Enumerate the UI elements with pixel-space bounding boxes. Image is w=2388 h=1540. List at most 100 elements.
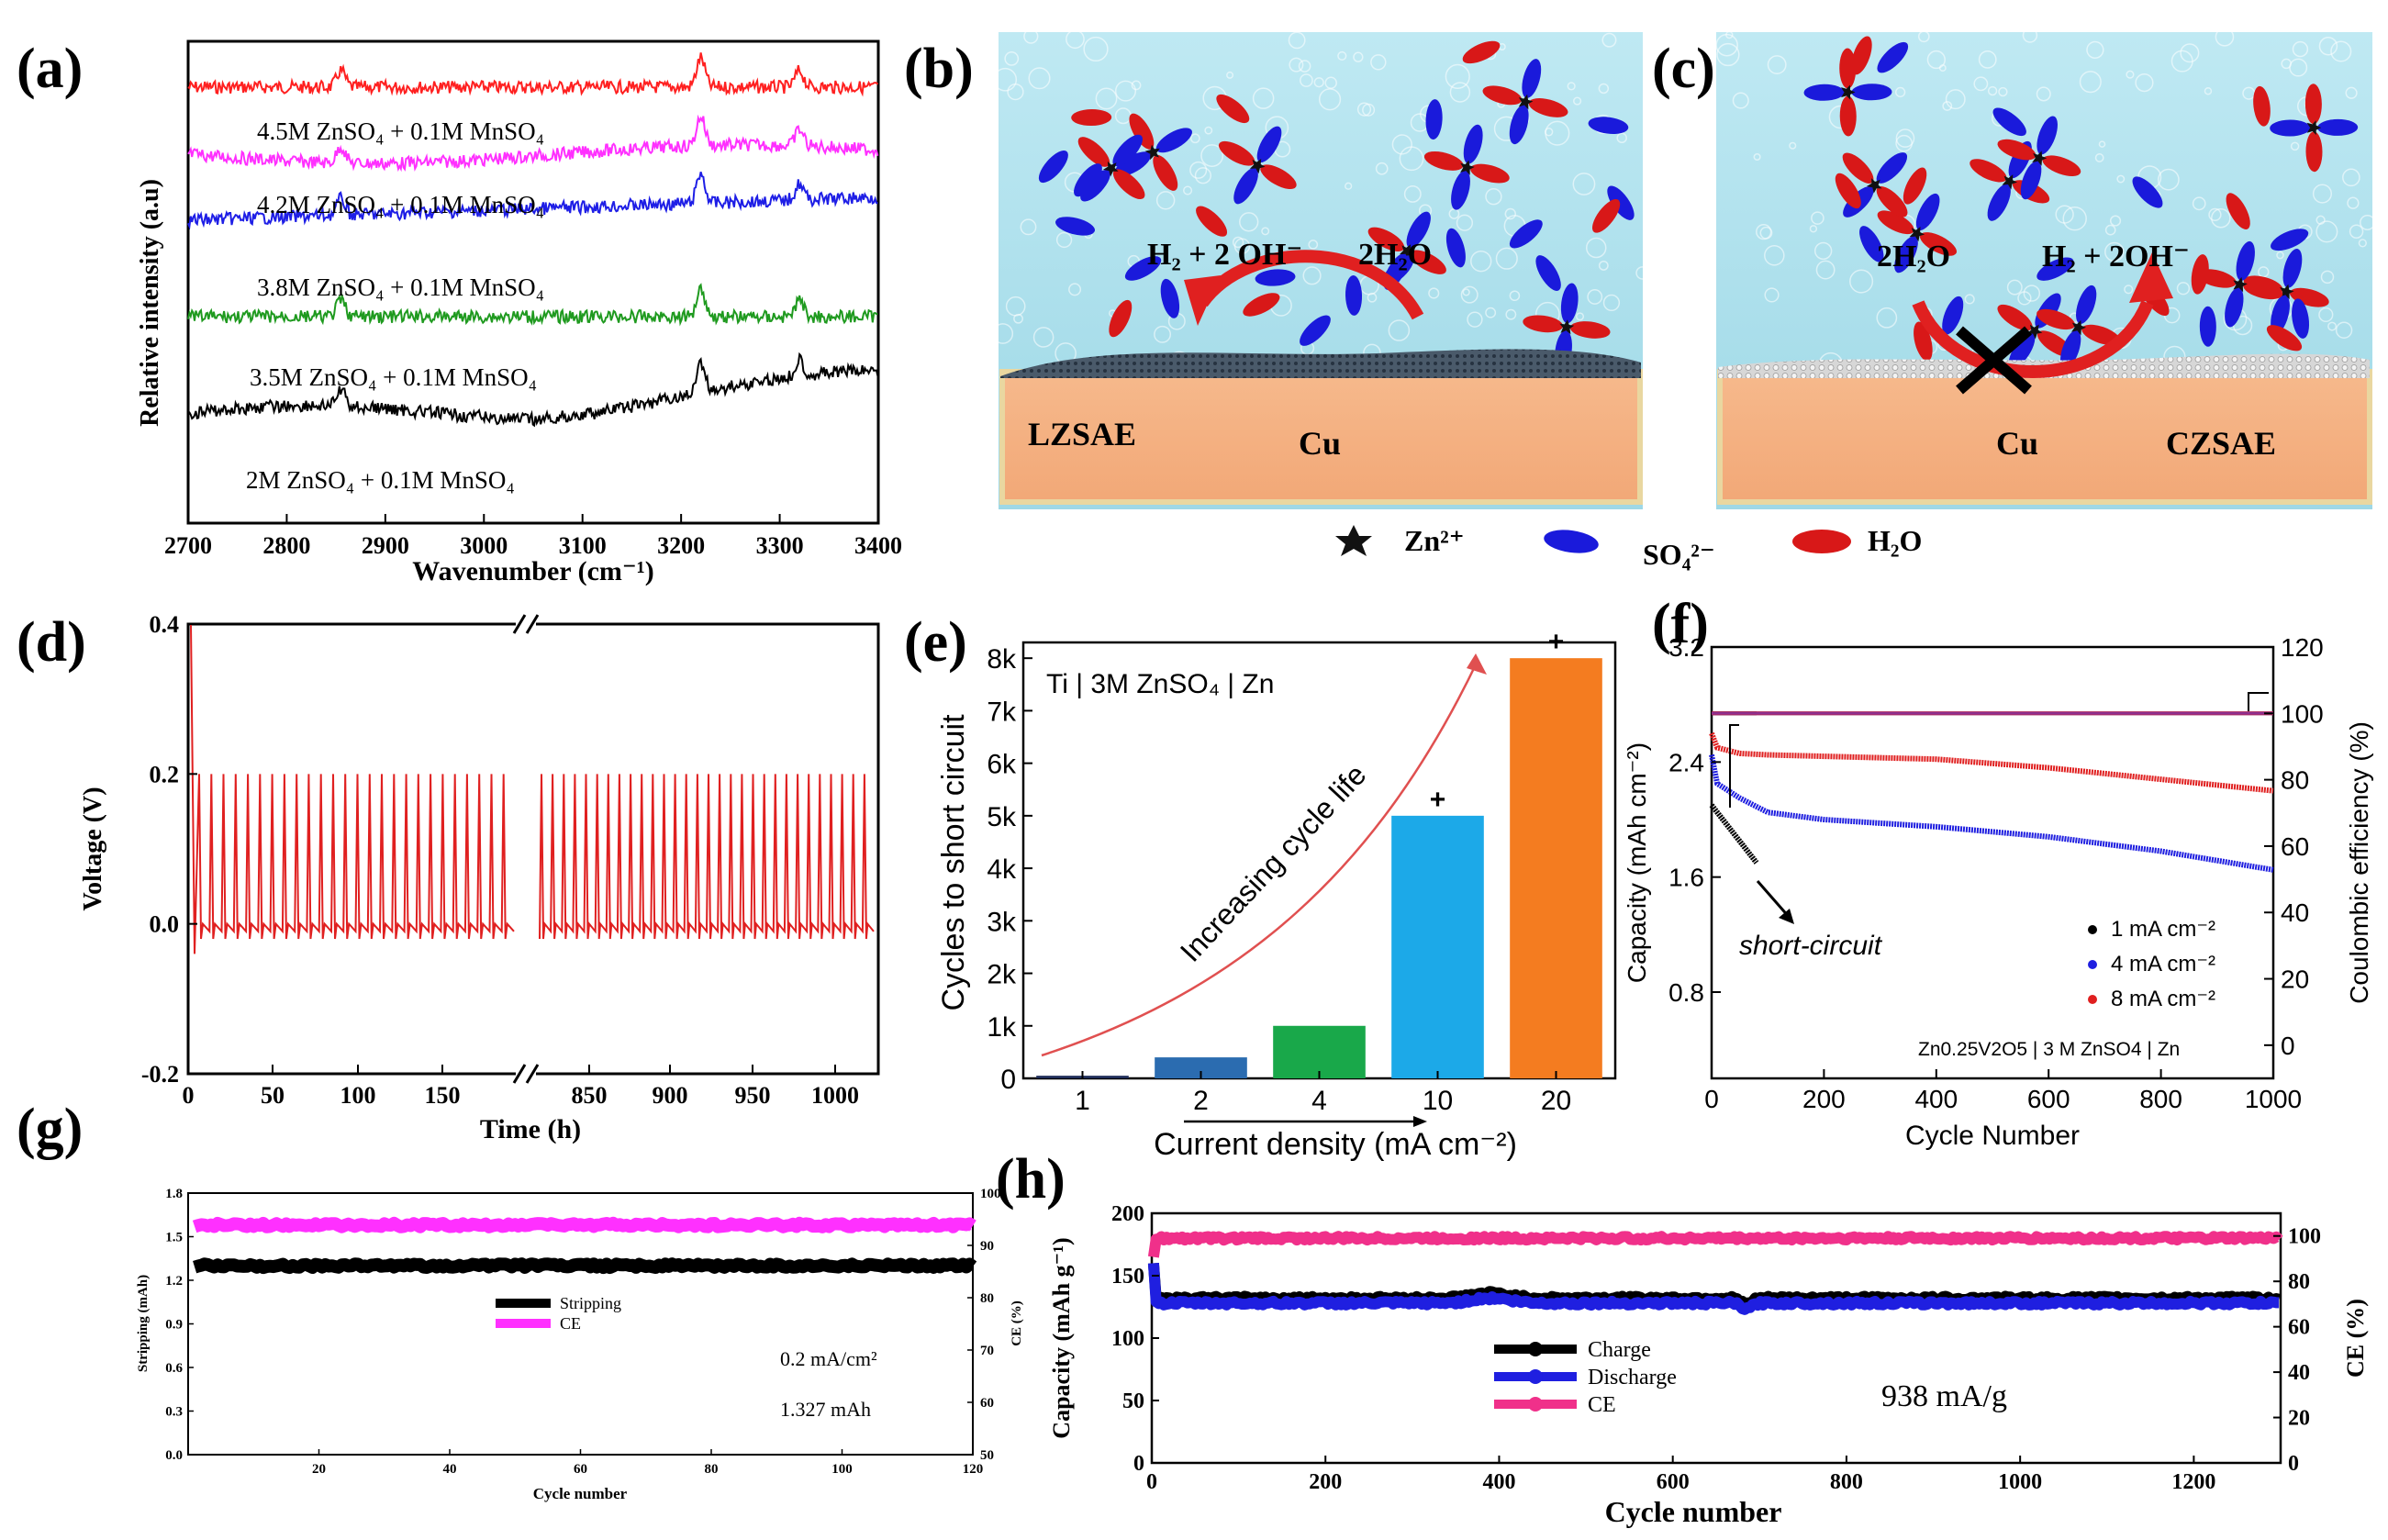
x-axis-label-d: Time (h) xyxy=(480,1114,581,1144)
y2-tick-label-g: 100 xyxy=(980,1187,1001,1201)
legend-bc: Zn²⁺ SO₄²⁻ H₂O xyxy=(1335,524,1922,571)
bubble xyxy=(2124,285,2134,295)
x-tick-label-h: 400 xyxy=(1482,1470,1515,1494)
bubble xyxy=(2211,207,2231,229)
panel-label-g: (g) xyxy=(17,1098,83,1160)
free-molecule xyxy=(1074,163,1102,197)
bubble xyxy=(1004,51,1020,66)
legend-marker-f xyxy=(2088,925,2097,934)
voltage-trace-d xyxy=(190,623,875,954)
bubble xyxy=(2022,28,2038,43)
water-molecule xyxy=(2042,155,2081,176)
water-molecule xyxy=(1129,113,1155,150)
sei-layer-b xyxy=(1000,349,1641,378)
free-molecule xyxy=(1591,198,1621,233)
bubble xyxy=(1894,86,1906,98)
y-tick-label-h: 50 xyxy=(1122,1389,1144,1413)
series-band-h xyxy=(1147,1231,2283,1258)
x-tick-label-h: 600 xyxy=(1657,1470,1690,1494)
x-tick-label-a: 2700 xyxy=(164,532,212,559)
bubble xyxy=(2062,206,2087,231)
y2-tick-label-h: 40 xyxy=(2288,1361,2310,1385)
sulfate-ion xyxy=(1406,211,1431,249)
bubble xyxy=(2327,321,2338,331)
water-molecule xyxy=(2305,131,2323,173)
zn-complex xyxy=(1877,193,1958,273)
bubble xyxy=(1811,211,1824,225)
layer-label-c: CZSAE xyxy=(2166,425,2276,462)
free-molecule xyxy=(1243,293,1280,317)
bubble xyxy=(2290,141,2300,151)
right-axis-indicator-f xyxy=(2248,692,2269,711)
x-tick-label-e: 1 xyxy=(1075,1086,1090,1116)
bubble xyxy=(2109,215,2122,227)
bubble xyxy=(2292,40,2309,58)
zn-ion xyxy=(1866,178,1882,194)
bubble xyxy=(2086,40,2104,60)
bubble xyxy=(1504,207,1517,220)
bubble xyxy=(1154,325,1172,343)
panel-label-c: (c) xyxy=(1652,38,1715,100)
legend-label-h: Discharge xyxy=(1588,1366,1677,1389)
panel-label-a: (a) xyxy=(17,38,83,100)
sulfate-ion xyxy=(2282,248,2303,288)
free-molecule xyxy=(2036,257,2074,281)
sulfate-ion xyxy=(1987,184,2011,221)
y-tick-label-d: -0.2 xyxy=(141,1061,179,1088)
bubble xyxy=(2157,168,2180,191)
bubble xyxy=(1375,162,1389,175)
note-rate-h: 938 mA/g xyxy=(1881,1379,2007,1413)
bubble xyxy=(1895,134,1913,152)
ions-c xyxy=(1803,36,2359,370)
bar-e xyxy=(1155,1057,1247,1078)
free-molecule xyxy=(1196,206,1228,237)
water-molecule xyxy=(1482,85,1523,106)
x-tick-label-a: 3400 xyxy=(854,532,902,559)
sulfate-ion xyxy=(1155,128,1192,153)
y-tick-label-f: 2.4 xyxy=(1668,748,1704,776)
ions-b xyxy=(1038,40,1635,371)
capacity-line-f xyxy=(1709,753,2274,873)
water-molecule xyxy=(1970,159,2007,183)
sulfate-ion xyxy=(2036,116,2058,155)
y-tick-label-h: 200 xyxy=(1111,1202,1144,1226)
trend-annotation-e: Increasing cycle life xyxy=(1174,758,1373,968)
series-band-g xyxy=(191,1257,977,1275)
bubble xyxy=(1485,188,1502,206)
y-tick-label-e: 8k xyxy=(987,644,1017,675)
free-molecule xyxy=(2253,85,2271,127)
bubble xyxy=(1987,85,1998,96)
bubble xyxy=(2312,184,2333,204)
zn-ion xyxy=(1559,319,1575,335)
x-tick-label-e: 20 xyxy=(1541,1086,1571,1116)
bubble xyxy=(1964,294,1975,305)
bubble xyxy=(1764,245,1785,266)
water-molecule xyxy=(1919,232,1958,256)
x-tick-label-d: 900 xyxy=(653,1082,688,1109)
y-tick-label-e: 2k xyxy=(987,960,1017,990)
x-axis-label-g: Cycle number xyxy=(533,1485,628,1502)
bubble xyxy=(2023,285,2041,302)
free-molecule xyxy=(1588,117,1629,134)
panel-b: (b) H₂ + 2 OH⁻ 2H₂O LZSAE Cu xyxy=(904,28,1649,509)
bubble xyxy=(1232,236,1244,249)
bubble xyxy=(2342,168,2360,187)
x-tick-label-a: 3300 xyxy=(756,532,804,559)
short-circuit-arrow-head-f xyxy=(1779,909,1794,924)
legend-h: Charge Discharge CE xyxy=(1494,1338,1677,1417)
sulfate-ion xyxy=(1451,170,1470,210)
x-tick-label-a: 2800 xyxy=(262,532,310,559)
bubble xyxy=(1155,191,1176,210)
bubble xyxy=(2135,73,2154,93)
cu-substrate-b xyxy=(999,369,1643,505)
capacity-line-f xyxy=(1709,731,2274,794)
free-molecule xyxy=(1877,41,1909,73)
legend-g: Stripping CE xyxy=(496,1294,621,1333)
bubble xyxy=(1715,33,1738,57)
x-tick-label-d: 850 xyxy=(572,1082,608,1109)
y2-tick-label-f: 120 xyxy=(2281,633,2324,662)
free-molecule xyxy=(1851,36,1872,75)
bubble xyxy=(1573,96,1582,106)
x-tick-label-g: 120 xyxy=(963,1462,984,1477)
y2-tick-label-h: 60 xyxy=(2288,1316,2310,1340)
